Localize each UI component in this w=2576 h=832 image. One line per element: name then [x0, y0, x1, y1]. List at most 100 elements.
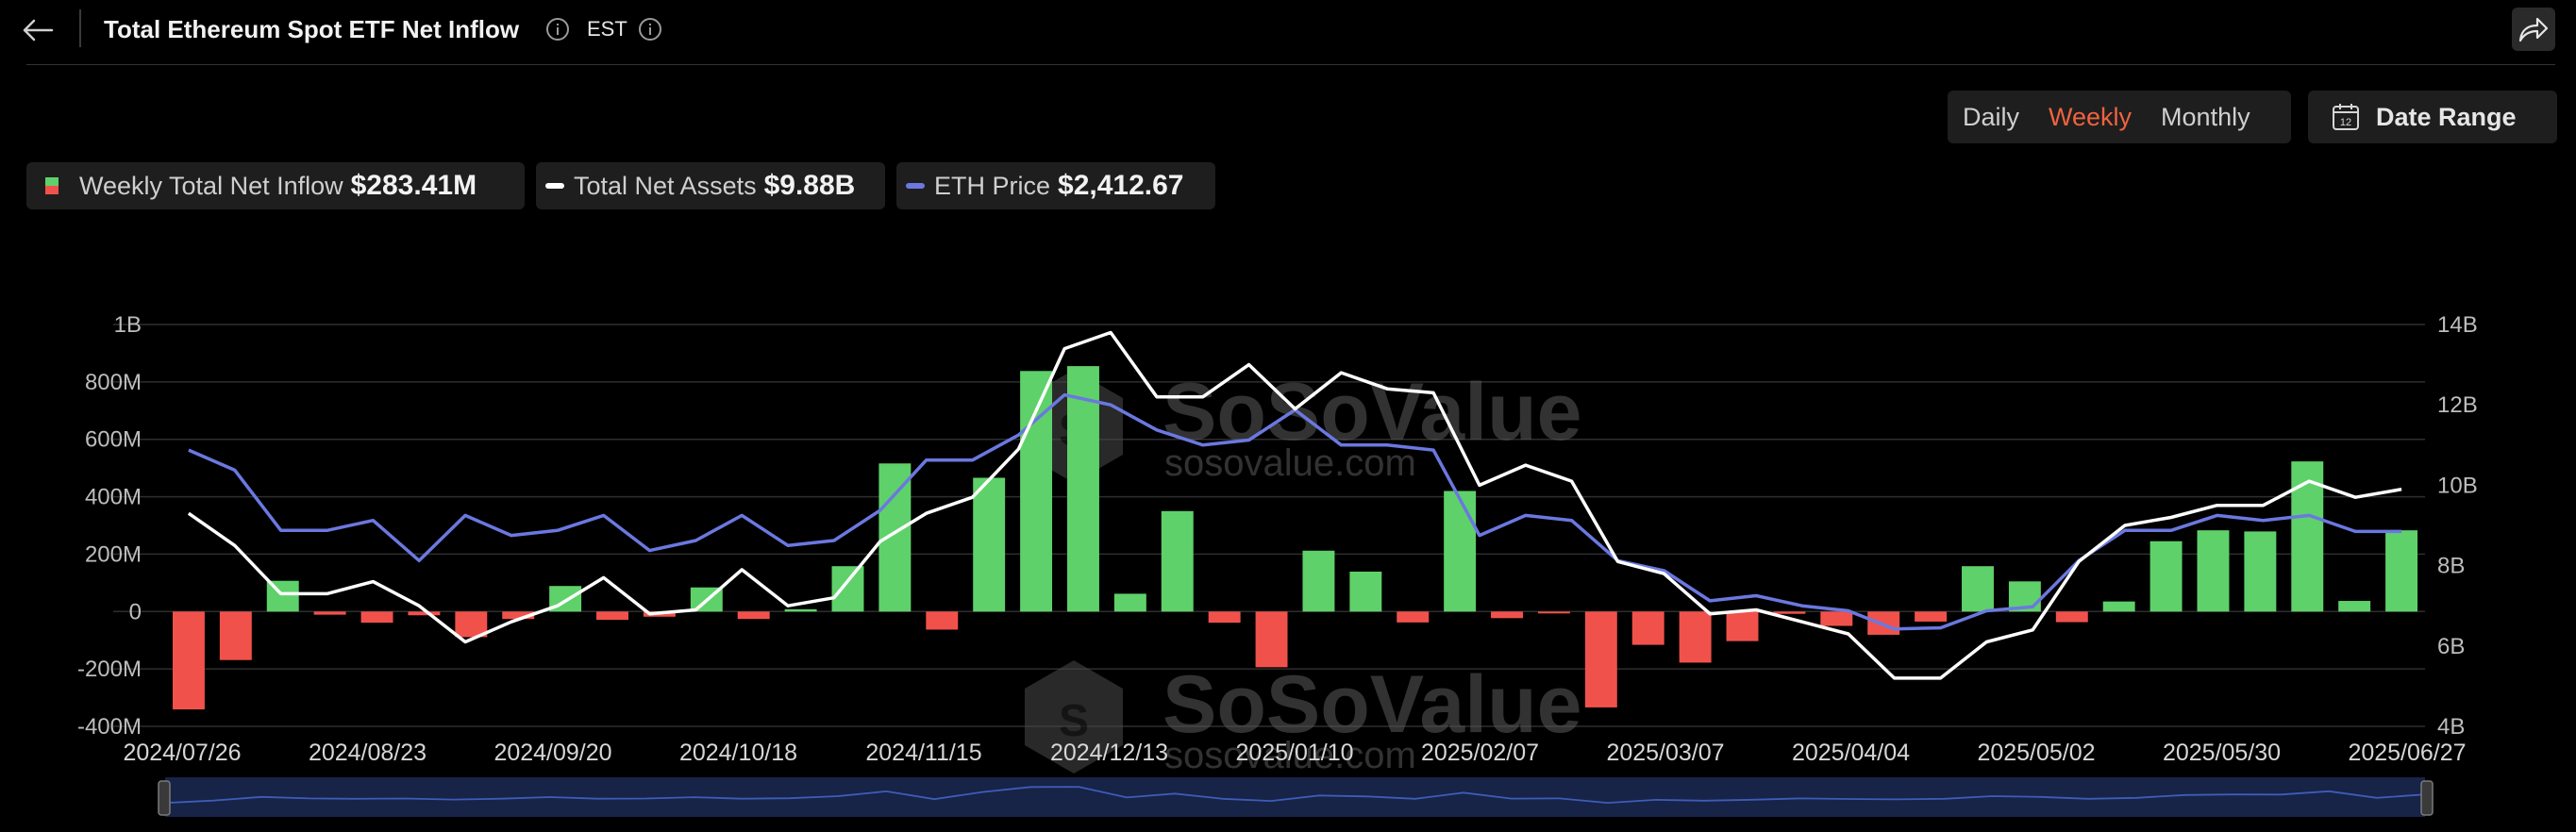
header-separator — [26, 64, 2555, 65]
inflow-bar[interactable] — [1067, 366, 1099, 612]
inflow-bar[interactable] — [831, 566, 864, 612]
legend-value: $283.41M — [350, 170, 477, 201]
header-divider — [79, 9, 81, 47]
inflow-bar[interactable] — [1161, 510, 1194, 612]
svg-text:12: 12 — [2340, 117, 2351, 128]
right-tick-label: 10B — [2437, 473, 2478, 498]
inflow-bar[interactable] — [1773, 611, 1806, 614]
left-tick-label: 1B — [114, 312, 142, 338]
inflow-bar[interactable] — [784, 608, 817, 612]
legend-eth-price[interactable]: ETH Price $2,412.67 — [896, 162, 1215, 209]
back-button[interactable] — [19, 11, 57, 49]
left-tick-label: 200M — [85, 541, 142, 567]
right-tick-label: 8B — [2437, 554, 2465, 579]
x-tick-label: 2024/07/26 — [123, 740, 241, 766]
inflow-bar[interactable] — [502, 611, 535, 620]
legend-net-inflow[interactable]: Weekly Total Net Inflow $283.41M — [26, 162, 525, 209]
x-tick-label: 2024/11/15 — [865, 740, 981, 766]
timezone-label: EST — [587, 17, 627, 41]
inflow-bar[interactable] — [408, 611, 441, 616]
inflow-bar[interactable] — [1302, 550, 1335, 612]
inflow-bar[interactable] — [2244, 531, 2277, 612]
inflow-bar[interactable] — [313, 611, 346, 615]
x-tick-label: 2025/05/02 — [1977, 740, 2095, 766]
legend-line-swatch — [545, 183, 564, 189]
inflow-bar[interactable] — [2102, 601, 2135, 612]
inflow-bar[interactable] — [1444, 491, 1477, 612]
inflow-bar[interactable] — [1631, 611, 1664, 645]
inflow-bar[interactable] — [596, 611, 628, 621]
share-button[interactable] — [2512, 8, 2555, 51]
period-daily-button[interactable]: Daily — [1963, 103, 2020, 131]
svg-text:S: S — [1059, 696, 1089, 746]
watermark-brand: SoSoValue — [1163, 659, 1582, 750]
inflow-bar[interactable] — [2149, 541, 2183, 612]
timezone-info-icon[interactable] — [638, 17, 662, 42]
total-net-assets-line[interactable] — [187, 330, 2402, 680]
inflow-bar[interactable] — [172, 611, 205, 710]
inflow-bar[interactable] — [926, 611, 959, 630]
share-icon — [2518, 17, 2549, 42]
right-tick-label: 6B — [2437, 634, 2465, 659]
legend-total-net-assets[interactable]: Total Net Assets $9.88B — [536, 162, 885, 209]
navigator-left-handle[interactable] — [158, 780, 171, 816]
x-tick-label: 2024/10/18 — [679, 740, 797, 766]
info-icon[interactable] — [545, 17, 570, 42]
inflow-bar[interactable] — [2385, 530, 2418, 612]
header: Total Ethereum Spot ETF Net Inflow EST — [0, 0, 2576, 64]
inflow-bar[interactable] — [1491, 611, 1523, 619]
legend-label: Total Net Assets — [574, 171, 757, 200]
x-tick-label: 2025/04/04 — [1792, 740, 1910, 766]
inflow-bar[interactable] — [1113, 593, 1146, 612]
inflow-bar[interactable] — [1915, 611, 1948, 622]
legend-label: ETH Price — [934, 171, 1051, 200]
x-tick-label: 2025/02/07 — [1421, 740, 1539, 766]
inflow-bar[interactable] — [1208, 611, 1241, 624]
range-navigator[interactable] — [158, 777, 2434, 817]
inflow-bar[interactable] — [1537, 611, 1570, 614]
calendar-icon: 12 — [2333, 104, 2359, 130]
inflow-bar[interactable] — [737, 611, 770, 620]
navigator-series — [164, 786, 2426, 805]
inflow-bar[interactable] — [1349, 571, 1382, 612]
inflow-bar[interactable] — [2055, 611, 2088, 623]
inflow-bar[interactable] — [219, 611, 252, 660]
inflow-bar[interactable] — [1584, 611, 1617, 707]
legend-bar-swatch — [45, 177, 59, 194]
inflow-bar[interactable] — [1679, 611, 1712, 663]
inflow-bar[interactable] — [1962, 566, 1994, 612]
left-tick-label: 0 — [129, 599, 142, 624]
left-tick-label: 800M — [85, 370, 142, 395]
watermark-domain: sosovalue.com — [1164, 735, 1416, 776]
inflow-bar[interactable] — [973, 477, 1006, 612]
x-tick-label: 2024/08/23 — [309, 740, 427, 766]
x-tick-label: 2024/09/20 — [493, 740, 611, 766]
inflow-bar[interactable] — [455, 611, 488, 638]
date-range-button[interactable]: 12 Date Range — [2308, 91, 2557, 143]
right-tick-label: 4B — [2437, 714, 2465, 740]
period-selector: Daily Weekly Monthly — [1948, 91, 2291, 143]
x-tick-label: 2025/01/10 — [1235, 740, 1353, 766]
inflow-bar[interactable] — [2197, 530, 2230, 612]
period-weekly-button[interactable]: Weekly — [2049, 103, 2133, 131]
inflow-bar[interactable] — [1397, 611, 1430, 623]
inflow-bar[interactable] — [360, 611, 393, 624]
arrow-left-icon — [23, 19, 54, 42]
inflow-bar[interactable] — [1255, 611, 1288, 668]
x-tick-label: 2025/03/07 — [1606, 740, 1724, 766]
date-range-label: Date Range — [2376, 102, 2517, 131]
page-title: Total Ethereum Spot ETF Net Inflow — [104, 15, 520, 43]
left-tick-label: 600M — [85, 427, 142, 453]
period-monthly-button[interactable]: Monthly — [2161, 103, 2250, 131]
inflow-bar[interactable] — [2338, 601, 2371, 612]
right-tick-label: 12B — [2437, 392, 2478, 418]
inflow-bar[interactable] — [1820, 611, 1853, 626]
watermark-domain: sosovalue.com — [1164, 442, 1416, 484]
left-tick-label: 400M — [85, 485, 142, 510]
x-tick-label: 2024/12/13 — [1050, 740, 1168, 766]
inflow-bar[interactable] — [1726, 611, 1759, 641]
right-tick-label: 14B — [2437, 312, 2478, 338]
left-tick-label: -400M — [77, 714, 142, 740]
navigator-right-handle[interactable] — [2420, 780, 2434, 816]
